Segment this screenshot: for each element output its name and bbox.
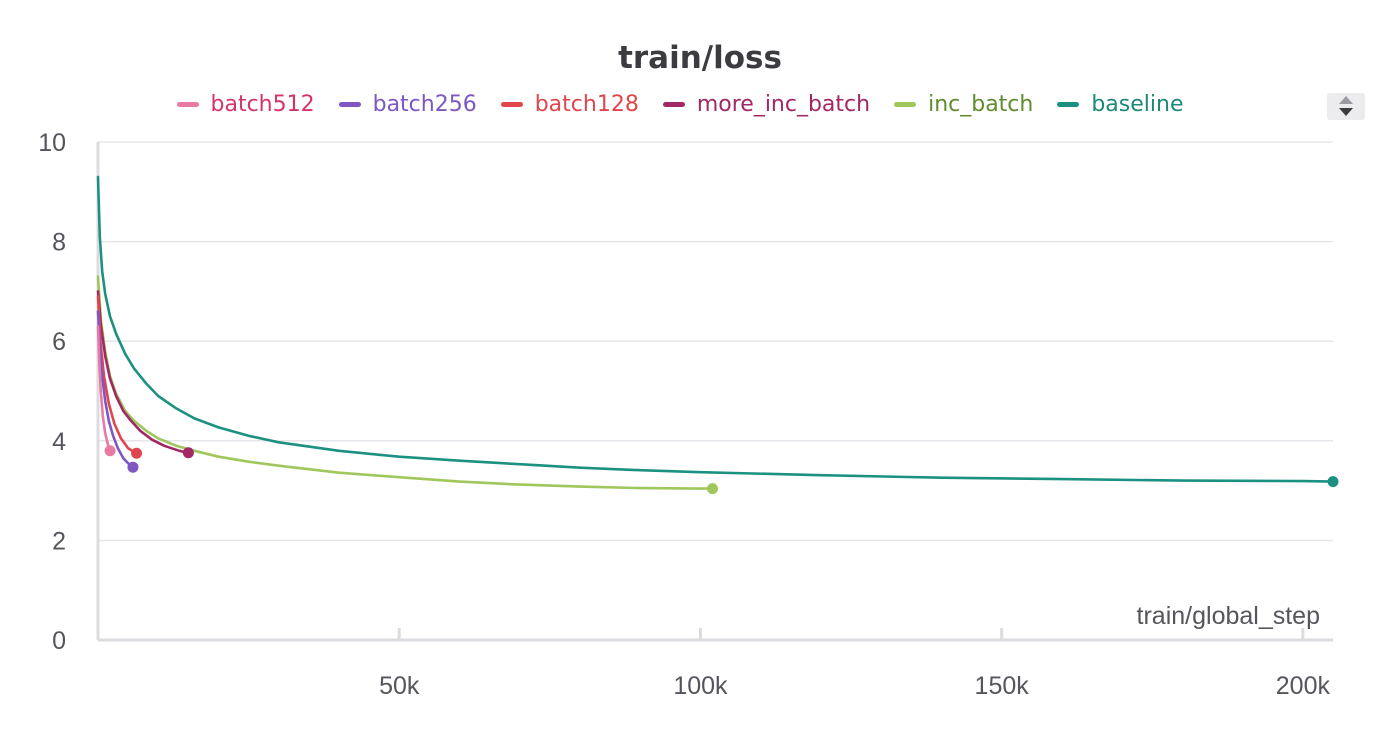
legend-swatch [500,102,523,107]
series-line-more-inc-batch [96,290,190,455]
legend-swatch [338,102,361,107]
legend-item-more-inc-batch[interactable]: more_inc_batch [662,92,871,117]
legend-swatch [176,102,199,107]
chevron-down-icon[interactable] [1339,108,1353,116]
legend-swatch [1057,102,1080,107]
x-tick-label: 150k [975,672,1030,700]
y-tick-label: 6 [52,328,66,356]
chevron-up-icon[interactable] [1339,96,1353,104]
legend-label: baseline [1091,92,1184,117]
legend-swatch [894,102,917,107]
legend-label: more_inc_batch [696,92,871,117]
x-axis-title: train/global_step [1137,602,1320,630]
series-endpoint-batch128 [131,447,143,459]
series-endpoint-more-inc-batch [182,447,194,459]
series-line-baseline [96,175,1335,483]
legend-label: inc_batch [928,92,1034,117]
legend-item-batch128[interactable]: batch128 [500,92,639,117]
legend-label: batch512 [210,92,315,117]
legend-label: batch256 [372,92,477,117]
x-tick-label: 100k [673,672,728,700]
y-tick-label: 10 [38,129,66,157]
legend-item-baseline[interactable]: baseline [1057,92,1184,117]
x-tick-label: 200k [1276,672,1331,700]
x-tick-label: 50k [379,672,420,700]
series-endpoint-batch256 [127,461,139,473]
legend-label: batch128 [534,92,639,117]
legend-scroll-control[interactable] [1327,93,1365,120]
series-endpoint-batch512 [104,445,116,457]
legend-swatch [662,102,685,107]
y-tick-label: 0 [52,627,66,655]
series-endpoint-inc-batch [706,483,718,495]
y-tick-label: 4 [52,428,66,456]
y-tick-label: 2 [52,527,66,555]
legend-item-batch256[interactable]: batch256 [338,92,477,117]
y-tick-label: 8 [52,229,66,257]
series-line-batch512 [96,325,112,453]
chart-legend: batch512 batch256 batch128 more_inc_batc… [0,92,1360,117]
series-line-batch256 [96,310,135,469]
legend-item-batch512[interactable]: batch512 [176,92,315,117]
legend-item-inc-batch[interactable]: inc_batch [894,92,1033,117]
chart-title: train/loss [618,40,782,76]
series-endpoint-baseline [1327,476,1339,488]
